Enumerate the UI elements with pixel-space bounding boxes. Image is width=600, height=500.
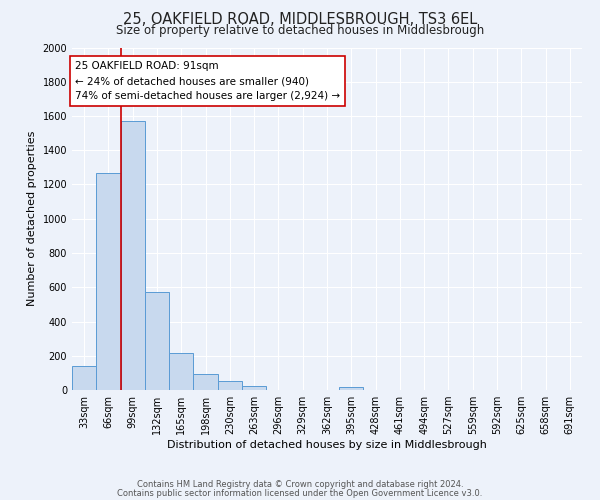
Bar [169,353,193,390]
Bar [96,172,121,390]
Bar [193,374,218,390]
Text: 25 OAKFIELD ROAD: 91sqm
← 24% of detached houses are smaller (940)
74% of semi-d: 25 OAKFIELD ROAD: 91sqm ← 24% of detache… [75,61,340,101]
X-axis label: Distribution of detached houses by size in Middlesbrough: Distribution of detached houses by size … [167,440,487,450]
Text: Contains public sector information licensed under the Open Government Licence v3: Contains public sector information licen… [118,488,482,498]
Text: 25, OAKFIELD ROAD, MIDDLESBROUGH, TS3 6EL: 25, OAKFIELD ROAD, MIDDLESBROUGH, TS3 6E… [123,12,477,28]
Bar [218,382,242,390]
Bar [121,121,145,390]
Y-axis label: Number of detached properties: Number of detached properties [27,131,37,306]
Bar [339,386,364,390]
Bar [145,292,169,390]
Text: Size of property relative to detached houses in Middlesbrough: Size of property relative to detached ho… [116,24,484,37]
Bar [72,366,96,390]
Bar [242,386,266,390]
Text: Contains HM Land Registry data © Crown copyright and database right 2024.: Contains HM Land Registry data © Crown c… [137,480,463,489]
